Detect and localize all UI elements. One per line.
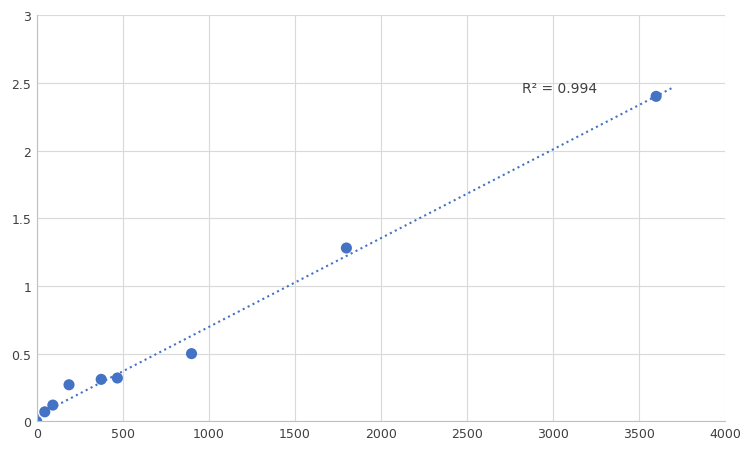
Point: [650, 93, 663, 101]
Point: [31, 418, 43, 425]
Point: [111, 375, 123, 382]
Point: [39, 408, 51, 415]
Point: [47, 401, 59, 409]
Point: [341, 245, 353, 252]
Point: [63, 381, 75, 388]
Point: [96, 376, 108, 383]
Text: R² = 0.994: R² = 0.994: [522, 82, 597, 96]
Point: [186, 350, 198, 358]
